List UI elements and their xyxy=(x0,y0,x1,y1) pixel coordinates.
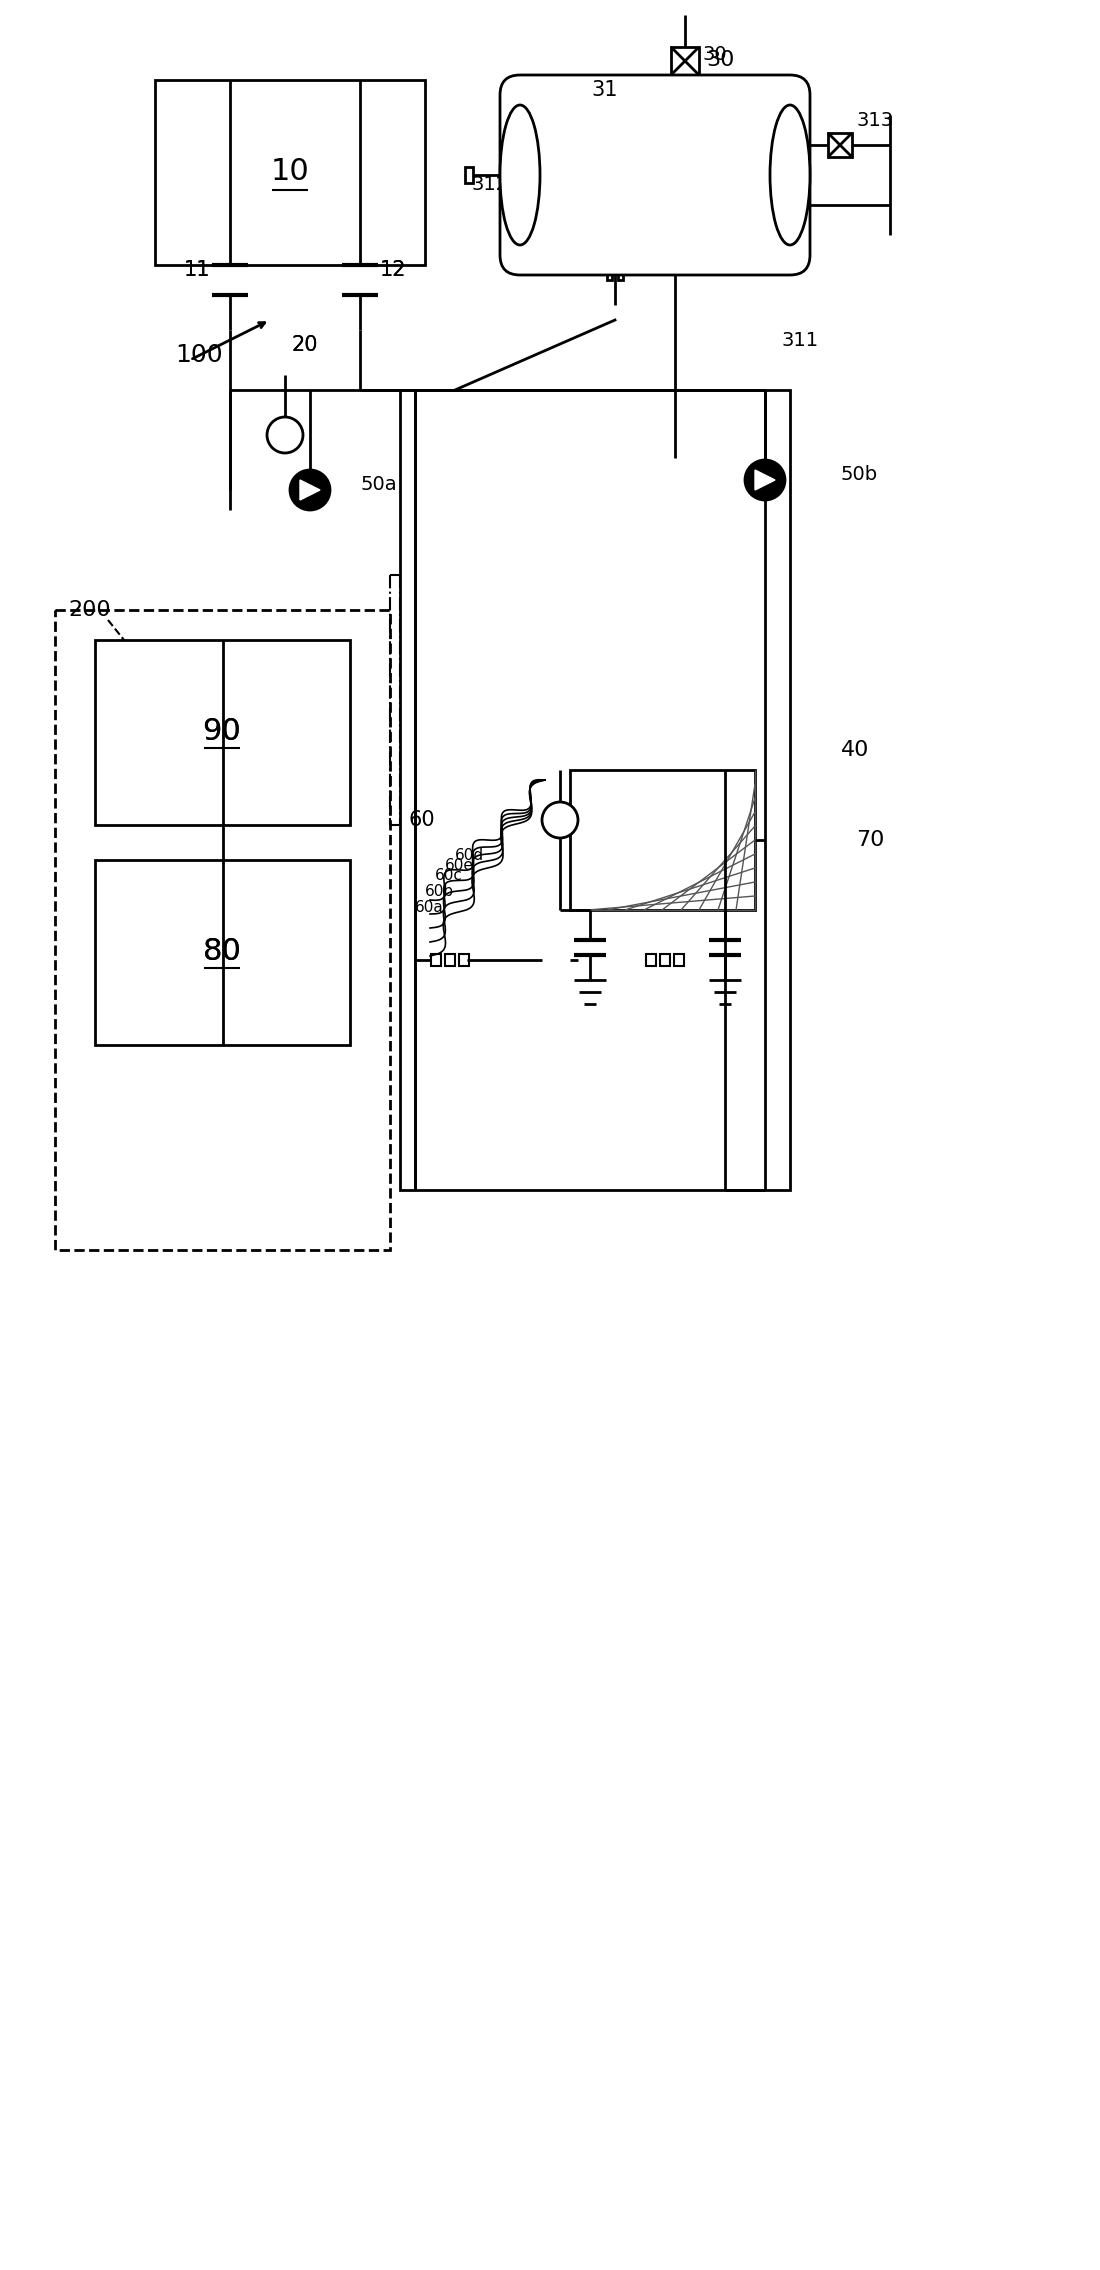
Text: 100: 100 xyxy=(175,343,222,368)
Text: 60e: 60e xyxy=(446,858,474,874)
Bar xyxy=(660,953,670,967)
Text: 60d: 60d xyxy=(455,847,484,863)
Text: 80: 80 xyxy=(202,938,241,967)
Circle shape xyxy=(745,461,785,499)
Bar xyxy=(400,390,790,1189)
Bar xyxy=(459,953,469,967)
FancyBboxPatch shape xyxy=(500,75,810,275)
Bar xyxy=(646,953,656,967)
Text: 20: 20 xyxy=(292,336,318,354)
Text: 30: 30 xyxy=(703,45,727,64)
Text: 20: 20 xyxy=(292,336,318,354)
Bar xyxy=(95,860,350,1044)
Text: 200: 200 xyxy=(68,599,111,620)
Ellipse shape xyxy=(770,104,810,245)
Circle shape xyxy=(267,418,303,454)
Text: 90: 90 xyxy=(202,717,241,747)
Text: 11: 11 xyxy=(184,261,210,279)
Text: 90: 90 xyxy=(202,717,241,747)
Text: 313: 313 xyxy=(857,111,893,129)
Bar xyxy=(155,79,425,266)
Text: 40: 40 xyxy=(840,740,869,760)
Bar xyxy=(446,953,455,967)
Text: 50b: 50b xyxy=(840,465,877,484)
Text: P: P xyxy=(554,810,565,829)
Text: 80: 80 xyxy=(202,938,241,967)
Text: 60b: 60b xyxy=(425,885,454,899)
Bar xyxy=(671,48,698,75)
Polygon shape xyxy=(755,470,775,490)
Ellipse shape xyxy=(500,104,540,245)
Text: 12: 12 xyxy=(379,261,407,279)
Text: 11: 11 xyxy=(184,261,210,279)
Circle shape xyxy=(542,801,578,838)
Bar xyxy=(828,134,852,157)
Bar xyxy=(431,953,441,967)
Text: 10: 10 xyxy=(271,157,309,186)
Bar xyxy=(570,770,755,910)
Text: 312: 312 xyxy=(472,175,508,195)
Text: 60a: 60a xyxy=(415,901,443,915)
Text: 311: 311 xyxy=(781,331,818,350)
Text: 30: 30 xyxy=(706,50,734,70)
Bar xyxy=(95,640,350,824)
Text: P: P xyxy=(279,424,290,445)
Bar xyxy=(55,611,390,1251)
Bar xyxy=(607,266,612,279)
Bar xyxy=(618,270,623,279)
Circle shape xyxy=(290,470,330,511)
Bar xyxy=(674,953,684,967)
Text: 12: 12 xyxy=(379,261,407,279)
Text: 70: 70 xyxy=(856,831,884,849)
Text: 31: 31 xyxy=(592,79,618,100)
Text: 50a: 50a xyxy=(360,474,397,495)
Bar xyxy=(465,168,473,184)
Polygon shape xyxy=(300,479,320,499)
Text: 60c: 60c xyxy=(434,869,463,883)
Text: 60: 60 xyxy=(408,810,435,831)
